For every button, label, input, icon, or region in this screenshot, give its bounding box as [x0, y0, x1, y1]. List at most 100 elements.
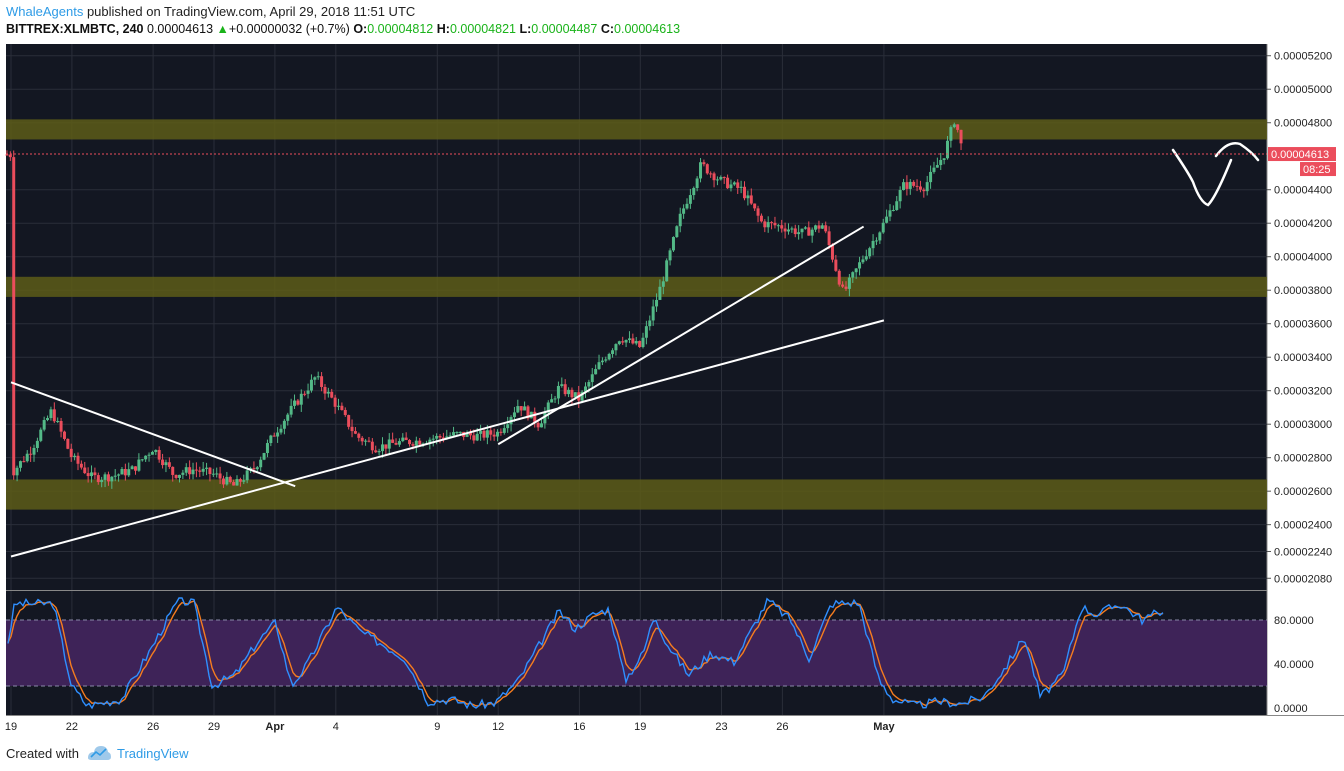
price-zone	[6, 119, 1267, 140]
candle-body	[144, 455, 148, 460]
candle-body	[817, 225, 821, 229]
candle-body	[364, 440, 368, 442]
footer: Created with TradingView	[0, 738, 1344, 771]
candle-body	[905, 182, 909, 189]
candle-body	[96, 475, 100, 483]
candle-body	[5, 154, 9, 156]
candle-body	[106, 474, 110, 482]
candle-body	[719, 177, 723, 180]
time-tick-label: May	[873, 721, 895, 733]
candle-body	[834, 259, 838, 271]
candle-body	[847, 277, 851, 289]
candle-body	[29, 453, 33, 455]
candle-body	[851, 272, 855, 278]
candle-body	[428, 439, 432, 444]
candle-body	[499, 431, 503, 433]
candle-body	[793, 228, 797, 235]
candle-body	[164, 462, 168, 466]
symbol-ohlc-line: BITTREX:XLMBTC, 240 0.00004613 ▲+0.00000…	[6, 22, 680, 36]
candle-body	[353, 431, 357, 434]
candle-body	[110, 476, 114, 482]
candle-body	[384, 444, 388, 449]
candle-body	[709, 173, 713, 175]
candle-body	[140, 459, 144, 461]
candle-body	[134, 466, 138, 471]
candle-body	[949, 127, 953, 141]
candle-body	[807, 227, 811, 236]
candle-body	[868, 248, 872, 257]
candle-body	[39, 429, 43, 441]
candle-body	[157, 449, 161, 460]
countdown-label: 08:25	[1303, 164, 1331, 176]
candle-body	[587, 382, 591, 387]
tradingview-link[interactable]: TradingView	[117, 746, 189, 761]
candle-body	[113, 475, 117, 477]
candle-body	[174, 474, 178, 478]
candle-body	[496, 431, 500, 437]
candle-body	[918, 186, 922, 190]
candle-body	[959, 129, 963, 144]
trendline	[10, 319, 885, 558]
candle-body	[12, 157, 16, 476]
candle-body	[631, 338, 635, 344]
candle-body	[259, 459, 263, 468]
price-tick-label: 0.00004400	[1274, 185, 1332, 197]
candle-body	[523, 406, 527, 411]
candle-body	[658, 286, 662, 300]
candle-body	[800, 228, 804, 233]
candle-body	[191, 469, 195, 475]
candle-body	[556, 385, 560, 399]
candle-body	[25, 453, 29, 462]
price-zone	[6, 479, 1267, 510]
candle-body	[624, 340, 628, 343]
countdown-box	[1300, 162, 1336, 177]
candle-body	[8, 154, 12, 158]
candle-body	[103, 474, 107, 480]
candle-body	[786, 229, 790, 232]
candle-body	[265, 443, 269, 454]
candle-body	[205, 467, 209, 469]
candle-body	[621, 341, 625, 343]
price-tick-label: 0.00002240	[1274, 546, 1332, 558]
candle-body	[320, 376, 324, 387]
candle-body	[634, 341, 638, 344]
candle-body	[749, 195, 753, 204]
tradingview-logo-icon[interactable]	[86, 743, 112, 763]
candle-body	[560, 384, 564, 386]
candle-body	[746, 195, 750, 199]
price-change: +0.00000032 (+0.7%)	[228, 22, 350, 36]
candle-body	[465, 432, 469, 437]
trendline	[497, 225, 865, 446]
candle-body	[391, 439, 395, 443]
candle-body	[668, 250, 672, 261]
candle-body	[276, 432, 280, 437]
author-link[interactable]: WhaleAgents	[6, 4, 84, 19]
symbol-label[interactable]: BITTREX:XLMBTC, 240	[6, 22, 144, 36]
candle-body	[435, 435, 439, 439]
candle-body	[567, 389, 571, 395]
time-tick-label: 19	[5, 721, 17, 733]
candle-body	[367, 440, 371, 442]
candle-body	[922, 189, 926, 192]
candle-body	[790, 228, 794, 230]
time-tick-label: 16	[573, 721, 585, 733]
candle-body	[925, 182, 929, 192]
candle-body	[431, 438, 435, 440]
candle-body	[736, 182, 740, 188]
candle-body	[299, 393, 303, 405]
stoch-k-line	[7, 597, 1164, 710]
oscillator-axis-ticks: 80.0000 40.0000 0.0000	[1274, 615, 1314, 715]
candle-body	[242, 480, 246, 482]
candle-body	[726, 177, 730, 189]
candle-body	[888, 210, 892, 217]
oscillator-band	[6, 620, 1267, 686]
chart-canvas[interactable]: 0.00005200 0.00005000 0.00004800 0.00004400…	[0, 42, 1344, 738]
candle-body	[452, 432, 456, 436]
candle-body	[296, 400, 300, 405]
change-up-icon: ▲	[216, 22, 229, 36]
candle-body	[32, 447, 36, 455]
candle-body	[783, 228, 787, 232]
candle-body	[885, 216, 889, 223]
candle-body	[942, 158, 946, 160]
time-tick-label: Apr	[265, 721, 285, 733]
